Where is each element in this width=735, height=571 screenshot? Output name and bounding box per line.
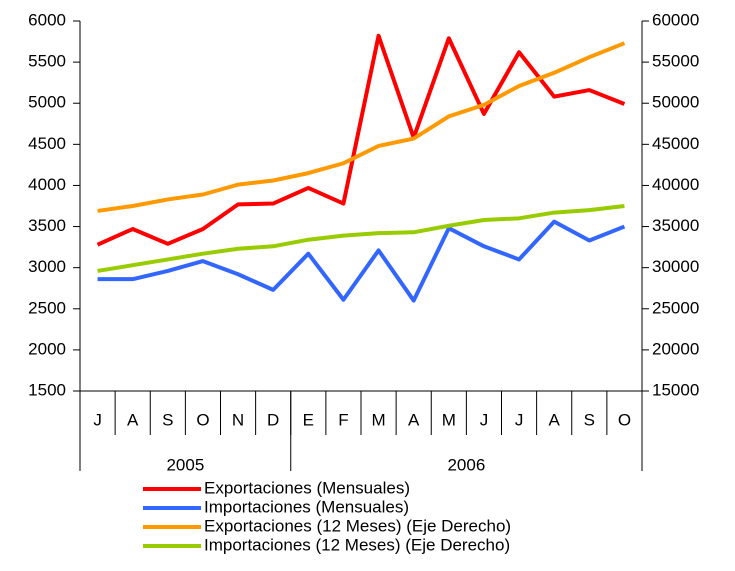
legend-label: Importaciones (12 Meses) (Eje Derecho) (204, 535, 510, 554)
y-tick-label: 3000 (28, 257, 66, 276)
series-line (97, 204, 625, 273)
y2-tick-label: 25000 (652, 298, 699, 317)
y-tick-label: 6000 (28, 10, 66, 29)
x-tick-label: J (480, 410, 489, 429)
x-tick-label: F (338, 410, 348, 429)
x-tick-label: M (371, 410, 385, 429)
series-line (97, 219, 626, 303)
x-tick-label: N (232, 410, 244, 429)
group-label: 2005 (166, 455, 204, 474)
y2-tick-label: 40000 (652, 175, 699, 194)
y-tick-label: 4000 (28, 175, 66, 194)
y-tick-label: 4500 (28, 134, 66, 153)
x-tick-label: S (162, 410, 173, 429)
series-line (96, 33, 626, 247)
y2-tick-label: 55000 (652, 52, 699, 71)
x-tick-label: A (549, 410, 561, 429)
y2-tick-label: 45000 (652, 134, 699, 153)
legend-label: Importaciones (Mensuales) (204, 497, 409, 516)
legend-label: Exportaciones (Mensuales) (204, 478, 410, 497)
legend-label: Exportaciones (12 Meses) (Eje Derecho) (204, 516, 511, 535)
y2-tick-label: 35000 (652, 216, 699, 235)
x-tick-label: O (196, 410, 209, 429)
y-tick-label: 1500 (28, 380, 66, 399)
x-tick-label: D (267, 410, 279, 429)
x-tick-label: S (584, 410, 595, 429)
y2-tick-label: 50000 (652, 93, 699, 112)
x-tick-label: J (515, 410, 524, 429)
y-tick-label: 2000 (28, 339, 66, 358)
series-line (97, 41, 626, 213)
group-label: 2006 (447, 455, 485, 474)
y-tick-label: 5500 (28, 52, 66, 71)
x-tick-label: A (408, 410, 420, 429)
y2-tick-label: 20000 (652, 339, 699, 358)
y2-tick-label: 30000 (652, 257, 699, 276)
x-tick-label: M (442, 410, 456, 429)
x-tick-label: A (127, 410, 139, 429)
y2-tick-label: 60000 (652, 10, 699, 29)
y2-tick-label: 15000 (652, 380, 699, 399)
y-tick-label: 2500 (28, 298, 66, 317)
y-tick-label: 5000 (28, 93, 66, 112)
x-tick-label: O (618, 410, 631, 429)
x-tick-label: E (303, 410, 314, 429)
x-tick-label: J (93, 410, 102, 429)
y-tick-label: 3500 (28, 216, 66, 235)
